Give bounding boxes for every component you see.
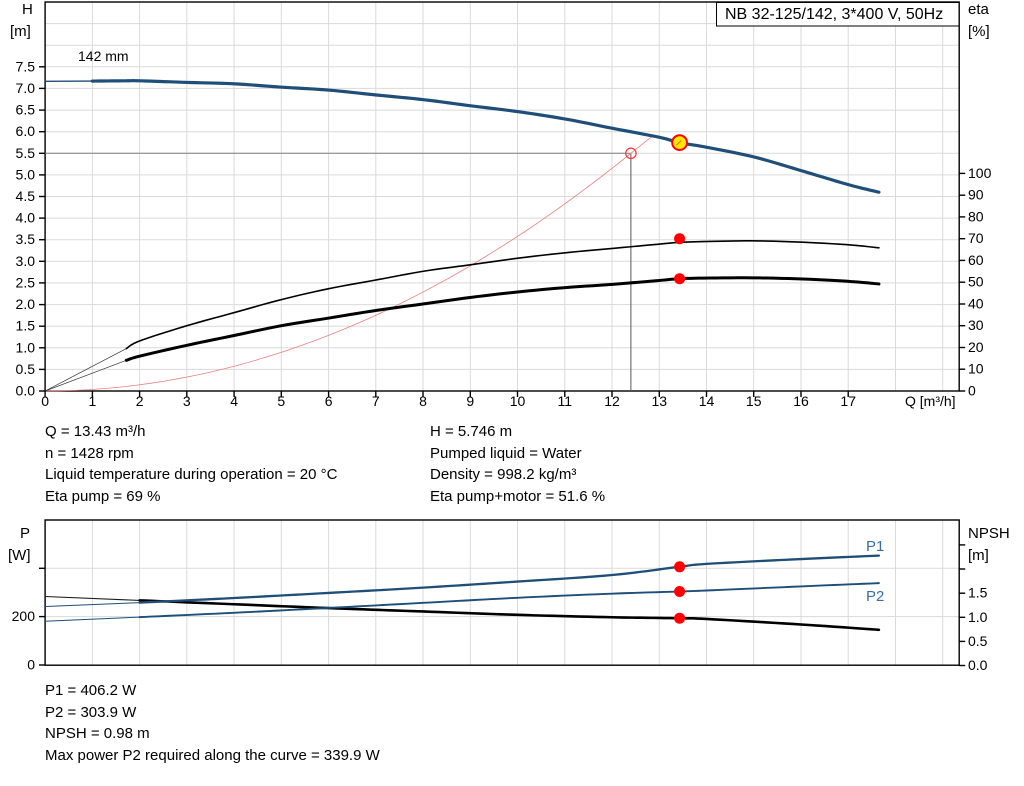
svg-text:4.0: 4.0 (16, 210, 36, 226)
svg-text:1.0: 1.0 (968, 609, 988, 625)
svg-text:4.5: 4.5 (16, 188, 36, 204)
svg-text:NPSH: NPSH (968, 525, 1010, 542)
svg-text:40: 40 (968, 296, 984, 312)
svg-text:100: 100 (968, 165, 992, 181)
svg-text:200: 200 (12, 608, 36, 624)
svg-text:30: 30 (968, 317, 984, 333)
svg-text:[m]: [m] (10, 23, 31, 40)
svg-text:10: 10 (968, 361, 984, 377)
svg-text:2.0: 2.0 (16, 296, 36, 312)
svg-text:7.0: 7.0 (16, 80, 36, 96)
svg-text:P: P (20, 525, 30, 542)
svg-text:5.5: 5.5 (16, 145, 36, 161)
svg-text:NB 32-125/142, 3*400 V, 50Hz: NB 32-125/142, 3*400 V, 50Hz (725, 6, 943, 23)
svg-text:3.5: 3.5 (16, 231, 36, 247)
svg-text:70: 70 (968, 230, 984, 246)
svg-text:142 mm: 142 mm (78, 48, 129, 64)
svg-text:6.0: 6.0 (16, 123, 36, 139)
svg-text:[W]: [W] (8, 547, 31, 564)
svg-text:80: 80 (968, 208, 984, 224)
svg-text:5.0: 5.0 (16, 166, 36, 182)
svg-text:0.0: 0.0 (16, 383, 36, 399)
svg-text:2.5: 2.5 (16, 274, 36, 290)
svg-text:P1: P1 (866, 538, 884, 555)
svg-text:6.5: 6.5 (16, 102, 36, 118)
svg-text:50: 50 (968, 274, 984, 290)
svg-text:Q [m³/h]: Q [m³/h] (905, 393, 956, 409)
svg-text:20: 20 (968, 339, 984, 355)
svg-text:1.5: 1.5 (16, 318, 36, 334)
svg-text:P2: P2 (866, 588, 884, 605)
svg-text:0: 0 (968, 383, 976, 399)
svg-text:90: 90 (968, 187, 984, 203)
svg-text:60: 60 (968, 252, 984, 268)
svg-text:H: H (22, 1, 33, 18)
svg-text:[%]: [%] (968, 23, 990, 40)
svg-text:3.0: 3.0 (16, 253, 36, 269)
svg-text:7.5: 7.5 (16, 58, 36, 74)
svg-text:0.5: 0.5 (16, 361, 36, 377)
svg-text:0.0: 0.0 (968, 657, 988, 673)
svg-text:eta: eta (968, 1, 990, 18)
svg-text:0.5: 0.5 (968, 633, 988, 649)
svg-text:1.5: 1.5 (968, 585, 988, 601)
svg-text:0: 0 (27, 657, 35, 673)
svg-text:[m]: [m] (968, 547, 989, 564)
svg-text:1.0: 1.0 (16, 339, 36, 355)
